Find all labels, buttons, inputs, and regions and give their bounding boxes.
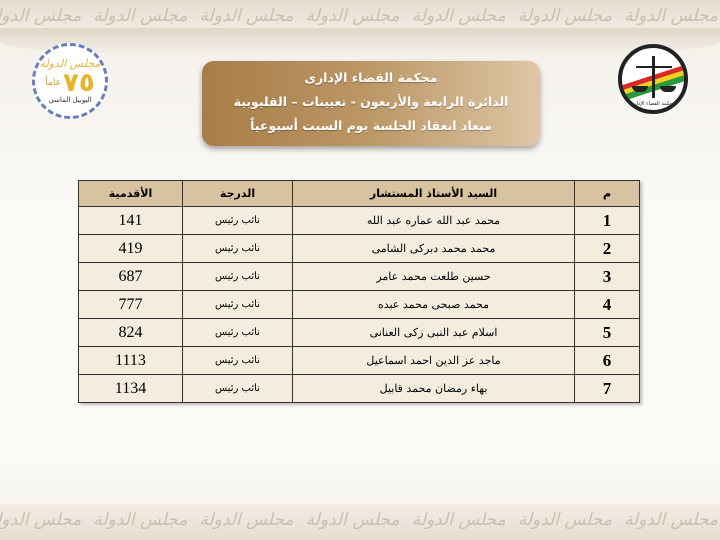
- column-header: م: [574, 180, 640, 207]
- page-title-box: محكمة القضاء الإدارى الدائرة الرابعة وال…: [202, 61, 540, 146]
- row-number: 1: [574, 206, 640, 235]
- table-row: 2 محمد محمد دبركى الشامى نائب رئيس 419: [78, 234, 640, 263]
- badge-number: ٧٥: [62, 68, 95, 98]
- anniversary-badge: مجلس الدولة ٧٥ عاماً اليوبيل الماسي: [32, 43, 108, 119]
- watermark-text: مجلس الدولة: [517, 510, 612, 530]
- table-row: 7 بهاء رمضان محمد قابيل نائب رئيس 1134: [78, 374, 640, 403]
- circuit-name: الدائرة الرابعة والأربعون - تعيينات – ال…: [233, 94, 509, 109]
- judge-rank: نائب رئيس: [182, 318, 293, 347]
- watermark-text: مجلس الدولة: [305, 6, 400, 26]
- watermark-text: مجلس الدولة: [411, 6, 506, 26]
- judge-seniority: 419: [78, 234, 183, 263]
- judge-name: محمد محمد دبركى الشامى: [292, 234, 575, 263]
- decorative-swoosh: [0, 28, 720, 58]
- watermark-text: مجلس الدولة: [411, 510, 506, 530]
- judge-name: محمد عبد الله عماره عبد الله: [292, 206, 575, 235]
- watermark-text: مجلس الدولة: [93, 510, 188, 530]
- watermark-text: مجلس الدولة: [199, 6, 294, 26]
- session-schedule: ميعاد انعقاد الجلسة يوم السبت أسبوعياً: [250, 118, 492, 133]
- judge-rank: نائب رئيس: [182, 374, 293, 403]
- badge-number-row: ٧٥ عاماً: [45, 70, 94, 96]
- judge-name: حسين طلعت محمد عامر: [292, 262, 575, 291]
- badge-jubilee: اليوبيل الماسي: [48, 96, 92, 104]
- judge-seniority: 1134: [78, 374, 183, 403]
- judge-seniority: 1113: [78, 346, 183, 375]
- table-row: 1 محمد عبد الله عماره عبد الله نائب رئيس 14…: [78, 206, 640, 235]
- logo-text: محكمة القضاء الإدارى: [630, 101, 676, 107]
- judge-name: ماجد عز الدين احمد اسماعيل: [292, 346, 575, 375]
- watermark-text: مجلس الدولة: [517, 6, 612, 26]
- badge-org: مجلس الدولة: [39, 57, 101, 70]
- judge-rank: نائب رئيس: [182, 262, 293, 291]
- watermark-text: مجلس الدولة: [199, 510, 294, 530]
- judge-seniority: 824: [78, 318, 183, 347]
- judge-name: اسلام عبد النبى زكى العنانى: [292, 318, 575, 347]
- row-number: 5: [574, 318, 640, 347]
- court-name: محكمة القضاء الإدارى: [304, 70, 438, 85]
- header-row: م السيد الأستاذ المستشار الدرجة الأقدمية: [78, 180, 640, 207]
- watermark-band-top: مجلس الدولة مجلس الدولة مجلس الدولة مجلس ال…: [0, 0, 720, 36]
- row-number: 7: [574, 374, 640, 403]
- column-header: السيد الأستاذ المستشار: [292, 180, 575, 207]
- watermark-text: مجلس الدولة: [305, 510, 400, 530]
- watermark-text: مجلس الدولة: [0, 510, 82, 530]
- table-row: 4 محمد صبحى محمد عبده نائب رئيس 777: [78, 290, 640, 319]
- badge-years: عاماً: [45, 77, 61, 88]
- court-logo: محكمة القضاء الإدارى: [618, 44, 688, 114]
- judge-seniority: 141: [78, 206, 183, 235]
- row-number: 2: [574, 234, 640, 263]
- row-number: 4: [574, 290, 640, 319]
- judge-rank: نائب رئيس: [182, 206, 293, 235]
- judge-seniority: 777: [78, 290, 183, 319]
- judge-name: محمد صبحى محمد عبده: [292, 290, 575, 319]
- watermark-text: مجلس الدولة: [0, 6, 82, 26]
- column-header: الأقدمية: [78, 180, 183, 207]
- column-header: الدرجة: [182, 180, 293, 207]
- watermark-band-bottom: مجلس الدولة مجلس الدولة مجلس الدولة مجلس ال…: [0, 504, 720, 540]
- judge-rank: نائب رئيس: [182, 290, 293, 319]
- watermark-text: مجلس الدولة: [623, 510, 718, 530]
- judge-rank: نائب رئيس: [182, 346, 293, 375]
- watermark-text: مجلس الدولة: [623, 6, 718, 26]
- judge-seniority: 687: [78, 262, 183, 291]
- scale-icon: [652, 56, 655, 98]
- watermark-text: مجلس الدولة: [93, 6, 188, 26]
- table-row: 3 حسين طلعت محمد عامر نائب رئيس 687: [78, 262, 640, 291]
- judge-name: بهاء رمضان محمد قابيل: [292, 374, 575, 403]
- row-number: 3: [574, 262, 640, 291]
- table-row: 6 ماجد عز الدين احمد اسماعيل نائب رئيس 1113: [78, 346, 640, 375]
- table-row: 5 اسلام عبد النبى زكى العنانى نائب رئيس 824: [78, 318, 640, 347]
- judge-rank: نائب رئيس: [182, 234, 293, 263]
- row-number: 6: [574, 346, 640, 375]
